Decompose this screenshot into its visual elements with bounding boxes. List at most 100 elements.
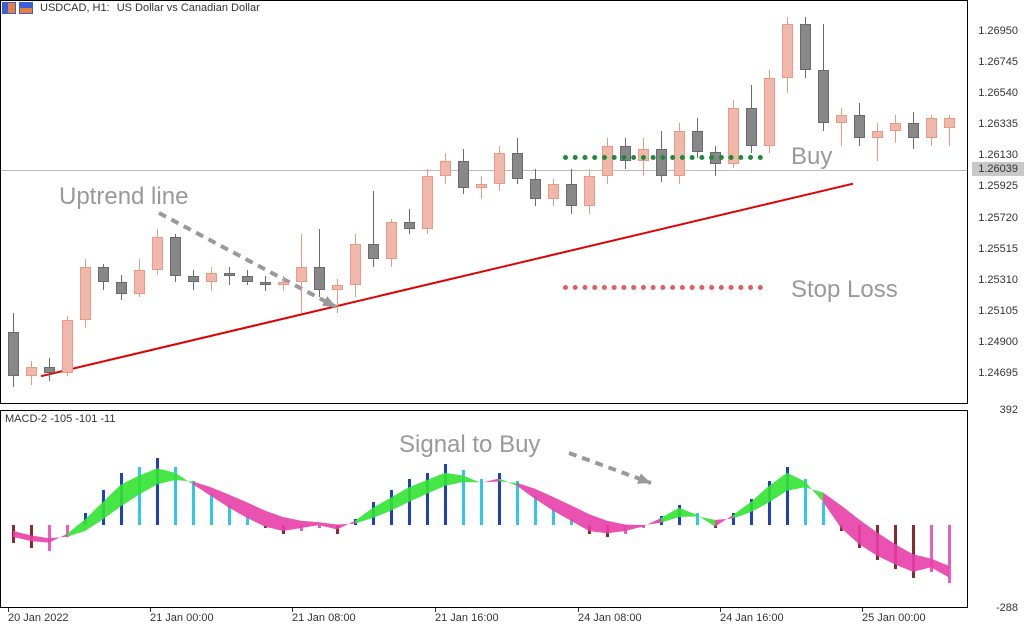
uptrend-line (41, 184, 853, 377)
candle-body (206, 273, 217, 282)
candle-body (62, 320, 73, 373)
macd-histogram-bar (282, 525, 285, 534)
y-tick-label: 1.25925 (978, 180, 1018, 192)
y-tick-label: 1.25720 (978, 212, 1018, 224)
y-tick-label: 1.25310 (978, 274, 1018, 286)
x-tick-label: 24 Jan 08:00 (578, 612, 642, 638)
macd-histogram-bar (912, 525, 915, 577)
candle-body (26, 367, 37, 376)
candle-body (890, 123, 901, 131)
macd-histogram-bar (498, 473, 501, 525)
candle-body (134, 270, 145, 294)
x-tick-label: 21 Jan 00:00 (150, 612, 214, 638)
macd-histogram-bar (588, 525, 591, 534)
y-tick-label: 1.26540 (978, 87, 1018, 99)
candle-body (386, 222, 397, 260)
candle-body (188, 276, 199, 282)
candle-body (8, 332, 19, 376)
y-tick-label: 1.25515 (978, 243, 1018, 255)
chart-header: USDCAD, H1: US Dollar vs Canadian Dollar (2, 2, 260, 14)
x-tick-label: 25 Jan 00:00 (862, 612, 926, 638)
y-tick-label: 1.25105 (978, 305, 1018, 317)
candle-body (782, 24, 793, 77)
macd-histogram-bar (318, 525, 321, 528)
candle-body (170, 237, 181, 276)
macd-histogram-bar (84, 513, 87, 525)
candle-body (548, 184, 559, 199)
candle-body (278, 282, 289, 285)
y-tick-label: 1.24900 (978, 336, 1018, 348)
candle-body (422, 176, 433, 229)
candle-body (512, 153, 523, 179)
candle-wick (841, 108, 842, 146)
macd-histogram-bar (516, 481, 519, 525)
candle-body (584, 176, 595, 206)
candle-wick (877, 123, 878, 161)
stop-loss-line (563, 285, 763, 290)
macd-histogram-bar (336, 525, 339, 534)
candle-body (836, 115, 847, 123)
candle-body (368, 244, 379, 259)
candle-body (314, 267, 325, 290)
candle-body (566, 184, 577, 207)
macd-histogram-bar (660, 516, 663, 525)
candle-body (908, 123, 919, 138)
macd-histogram-bar (66, 525, 69, 537)
macd-histogram-bar (786, 467, 789, 525)
macd-histogram-bar (246, 516, 249, 525)
ticker-description: US Dollar vs Canadian Dollar (117, 2, 260, 14)
candle-body (242, 276, 253, 282)
macd-histogram-bar (390, 490, 393, 525)
macd-histogram-bar (444, 464, 447, 525)
candle-body (818, 70, 829, 123)
macd-histogram-bar (606, 525, 609, 537)
current-price-tag: 1.26039 (972, 162, 1024, 176)
macd-histogram-bar (714, 525, 717, 528)
candle-body (98, 267, 109, 282)
candle-body (764, 78, 775, 146)
macd-histogram-bar (138, 467, 141, 525)
candle-body (458, 161, 469, 188)
macd-histogram-bar (300, 525, 303, 531)
macd-histogram-bar (822, 502, 825, 525)
candle-body (350, 244, 361, 285)
candle-body (674, 131, 685, 176)
macd-histogram-bar (570, 519, 573, 525)
macd-histogram-bar (192, 481, 195, 525)
macd-histogram-bar (876, 525, 879, 560)
candle-body (224, 273, 235, 276)
macd-histogram-bar (120, 473, 123, 525)
y-tick-label: 1.26130 (978, 149, 1018, 161)
macd-histogram-bar (948, 525, 951, 583)
y-tick-label: 1.26950 (978, 25, 1018, 37)
macd-histogram-bar (732, 513, 735, 525)
macd-histogram-bar (426, 473, 429, 525)
macd-chart[interactable]: MACD-2 -105 -101 -11 Signal to Buy (0, 410, 968, 608)
x-tick-label: 21 Jan 16:00 (435, 612, 499, 638)
annotation-label: Signal to Buy (399, 431, 540, 459)
macd-histogram-bar (48, 525, 51, 551)
macd-label: MACD-2 -105 -101 -11 (5, 413, 115, 425)
candle-body (602, 146, 613, 176)
candle-body (404, 222, 415, 230)
macd-histogram-bar (102, 490, 105, 525)
macd-histogram-bar (30, 525, 33, 548)
macd-histogram-bar (750, 499, 753, 525)
annotation-label: Stop Loss (791, 276, 898, 304)
macd-histogram-bar (894, 525, 897, 569)
y-tick-label: 1.24695 (978, 367, 1018, 379)
macd-histogram-bar (642, 525, 645, 528)
macd-histogram-bar (678, 505, 681, 525)
candle-body (530, 179, 541, 199)
buy-level-line (563, 155, 763, 160)
macd-histogram-bar (930, 525, 933, 572)
macd-histogram-bar (480, 479, 483, 526)
macd-histogram-bar (228, 505, 231, 525)
annotation-label: Uptrend line (59, 183, 188, 211)
macd-histogram-bar (552, 508, 555, 525)
candle-body (80, 267, 91, 320)
candle-body (692, 131, 703, 152)
y-tick-label: 1.26335 (978, 118, 1018, 130)
macd-histogram-bar (210, 493, 213, 525)
price-chart[interactable]: Uptrend lineBuyStop Loss (0, 0, 968, 404)
